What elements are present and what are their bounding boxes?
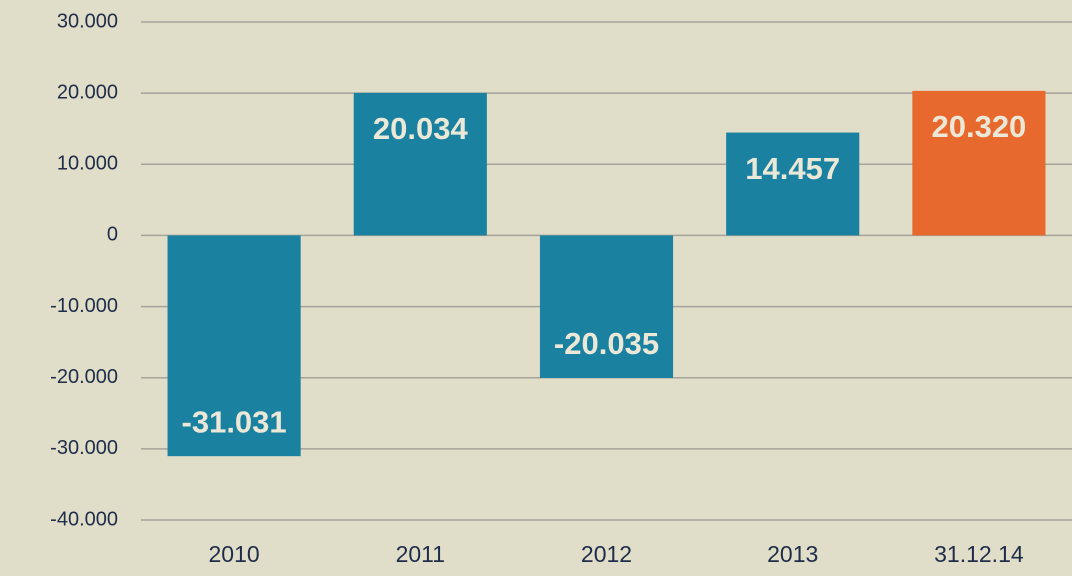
x-tick-label: 31.12.14 xyxy=(934,541,1024,567)
y-tick-label: -40.000 xyxy=(50,508,118,530)
bar xyxy=(167,235,301,457)
y-tick-label: -10.000 xyxy=(50,295,118,317)
y-tick-label: 20.000 xyxy=(57,81,118,103)
y-tick-label: -30.000 xyxy=(50,437,118,459)
data-label: 20.320 xyxy=(931,109,1026,144)
bar xyxy=(353,92,487,236)
data-label: -31.031 xyxy=(182,404,287,439)
data-label: -20.035 xyxy=(554,326,659,361)
bar xyxy=(726,132,860,236)
y-tick-label: -20.000 xyxy=(50,366,118,388)
data-label: 14.457 xyxy=(745,151,840,186)
y-tick-label: 30.000 xyxy=(57,10,118,32)
y-tick-label: 10.000 xyxy=(57,153,118,175)
y-tick-label: 0 xyxy=(107,224,118,246)
x-tick-label: 2012 xyxy=(581,541,632,567)
x-tick-label: 2011 xyxy=(396,541,445,567)
bar xyxy=(912,90,1046,236)
bar xyxy=(539,235,674,378)
x-tick-label: 2013 xyxy=(767,541,818,567)
data-label: 20.034 xyxy=(373,111,469,146)
x-tick-label: 2010 xyxy=(209,541,260,567)
